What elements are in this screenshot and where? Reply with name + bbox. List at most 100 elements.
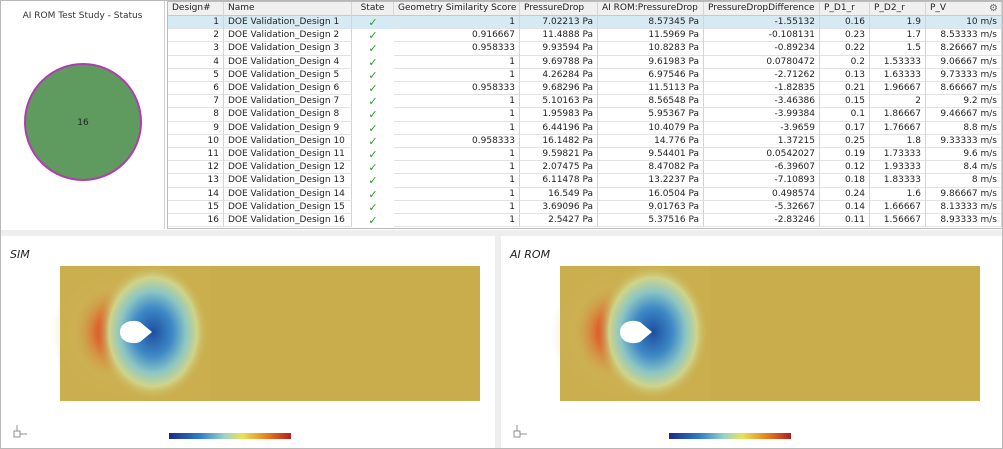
table-cell: 6.44196 Pa (520, 121, 598, 135)
table-row[interactable] (168, 82, 1002, 96)
table-cell: 0.958333 (394, 134, 520, 148)
table-cell: 2.07475 Pa (520, 161, 598, 175)
table-cell: 5.10163 Pa (520, 95, 598, 109)
state-check: ✓ (368, 95, 378, 109)
table-cell: DOE Validation_Design 15 (224, 200, 352, 214)
table-row[interactable] (168, 68, 1002, 82)
table-row[interactable] (168, 174, 1002, 188)
table-row[interactable] (168, 16, 1002, 30)
table-cell: 0.13 (820, 68, 870, 82)
table-cell: 10.8283 Pa (598, 42, 704, 56)
table-cell: -3.46386 (704, 95, 820, 109)
column-header: Name (224, 2, 352, 16)
state-check: ✓ (368, 42, 378, 56)
state-check: ✓ (368, 134, 378, 148)
table-row[interactable] (168, 108, 1002, 122)
table-cell: DOE Validation_Design 5 (224, 68, 352, 82)
table-cell: 9.46667 m/s (926, 108, 1002, 122)
table-cell: 0.14 (820, 200, 870, 214)
axis-triad (513, 425, 527, 438)
state-check: ✓ (368, 16, 378, 29)
table-cell: -5.32667 (704, 200, 820, 214)
table-cell: 1.63333 (870, 68, 926, 82)
table-row[interactable] (168, 55, 1002, 69)
table-cell: 0.1 (820, 108, 870, 122)
colorbar (669, 433, 791, 439)
table-cell: 0.12 (820, 161, 870, 175)
table-cell: 10 (168, 134, 224, 148)
table-cell: 8.56548 Pa (598, 95, 704, 109)
table-cell: 8.4 m/s (926, 161, 1002, 175)
table-row[interactable] (168, 200, 1002, 214)
column-header: PressureDropDifference (704, 2, 820, 16)
table-cell: 1.37215 (704, 134, 820, 148)
view-title: SIM (10, 248, 30, 261)
state-check: ✓ (368, 148, 378, 161)
table-cell: DOE Validation_Design 6 (224, 82, 352, 96)
table-cell: 11.5113 Pa (598, 82, 704, 96)
table-row[interactable] (168, 95, 1002, 109)
table-cell: 1 (394, 108, 520, 122)
table-cell: DOE Validation_Design 9 (224, 121, 352, 135)
state-check: ✓ (368, 29, 378, 43)
table-cell: -2.71262 (704, 68, 820, 82)
table-cell: 16.1482 Pa (520, 134, 598, 148)
table-cell: 0.958333 (394, 42, 520, 56)
low-pressure (598, 264, 708, 400)
table-cell: 7 (168, 95, 224, 109)
table-cell: 1.66667 (870, 200, 926, 214)
view-panel: SIM (1, 236, 495, 448)
table-cell: DOE Validation_Design 7 (224, 95, 352, 109)
table-cell: 1.96667 (870, 82, 926, 96)
status-pie: 16 (24, 63, 142, 181)
table-cell: 8.66667 m/s (926, 82, 1002, 96)
low-pressure (98, 264, 208, 400)
status-title: AI ROM Test Study - Status (22, 11, 143, 21)
column-header: Design# (168, 2, 224, 16)
table-cell: 0.11 (820, 214, 870, 228)
table-cell: 4.26284 Pa (520, 68, 598, 82)
table-row[interactable] (168, 214, 1002, 228)
table-row[interactable] (168, 187, 1002, 201)
table-cell: 1.6 (870, 187, 926, 201)
table-cell: 1.56667 (870, 214, 926, 228)
table-cell: 11.5969 Pa (598, 29, 704, 43)
table-cell: 16.0504 Pa (598, 187, 704, 201)
table-cell: DOE Validation_Design 13 (224, 174, 352, 188)
table-row[interactable] (168, 42, 1002, 56)
table-cell: 0.24 (820, 187, 870, 201)
table-cell: 1.73333 (870, 148, 926, 162)
state-check: ✓ (368, 161, 378, 175)
table-cell: 9 (168, 121, 224, 135)
splitter (495, 236, 501, 448)
table-cell: -3.99384 (704, 108, 820, 122)
table-row[interactable] (168, 161, 1002, 175)
table-cell: 0.22 (820, 42, 870, 56)
table-cell: 0.958333 (394, 82, 520, 96)
table-cell: 1 (394, 214, 520, 228)
contour-view (13, 263, 480, 439)
table-row[interactable] (168, 121, 1002, 135)
table-cell: -1.82835 (704, 82, 820, 96)
table-cell: 9.33333 m/s (926, 134, 1002, 148)
settings-gear[interactable]: ⚙ (989, 3, 998, 14)
pie-slice (24, 63, 142, 181)
table-cell: DOE Validation_Design 3 (224, 42, 352, 56)
table-cell: 5.37516 Pa (598, 214, 704, 228)
table-cell: DOE Validation_Design 11 (224, 148, 352, 162)
table-cell: 0.0542027 (704, 148, 820, 162)
table-row[interactable] (168, 148, 1002, 162)
table-cell: -0.108131 (704, 29, 820, 43)
table-cell: 1 (394, 148, 520, 162)
table-cell: 9.54401 Pa (598, 148, 704, 162)
table-cell: 1 (394, 174, 520, 188)
table-cell: 9.86667 m/s (926, 187, 1002, 201)
table-cell: 6 (168, 82, 224, 96)
table-row[interactable] (168, 29, 1002, 43)
table-cell: 3.69096 Pa (520, 200, 598, 214)
column-header: Geometry Similarity Score (394, 2, 520, 16)
table-cell: 1.9 (870, 16, 926, 30)
table-row[interactable] (168, 134, 1002, 148)
table-cell: 16.549 Pa (520, 187, 598, 201)
